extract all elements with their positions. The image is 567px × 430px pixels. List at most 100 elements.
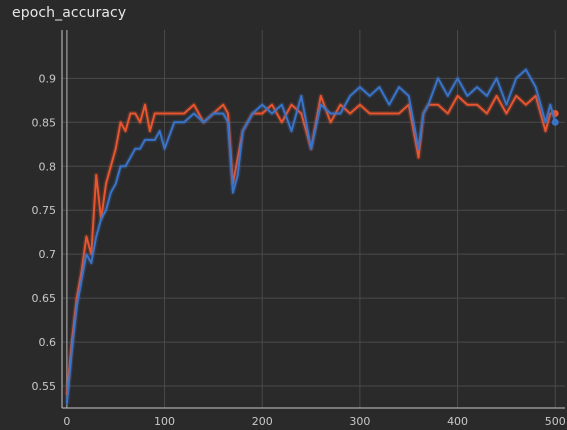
x-tick-label: 400 xyxy=(447,415,468,428)
series-0-point xyxy=(271,103,273,106)
series-1-point xyxy=(85,253,88,255)
x-tick-label: 200 xyxy=(252,415,273,428)
series-0-point xyxy=(85,235,88,238)
series-0-point xyxy=(95,174,97,176)
series-1-point xyxy=(129,156,132,159)
series-1-point xyxy=(90,262,93,264)
series-0-point xyxy=(124,130,127,132)
series-0-point xyxy=(129,112,132,115)
y-tick-label: 0.8 xyxy=(39,160,57,173)
series-0-point xyxy=(339,103,342,106)
series-0-point xyxy=(466,103,469,106)
series-1-point xyxy=(422,112,425,115)
series-1-point xyxy=(329,112,332,115)
series-0-point xyxy=(378,112,381,115)
series-1-point xyxy=(534,86,537,88)
series-1-point xyxy=(183,121,185,124)
series-0-point xyxy=(280,121,283,124)
series-1-point xyxy=(163,147,166,150)
series-0-point xyxy=(80,270,83,273)
series-0-point xyxy=(110,165,112,168)
series-0-point xyxy=(544,130,547,132)
series-1-point xyxy=(105,209,107,212)
x-tick-label: 100 xyxy=(154,415,175,428)
series-0-point xyxy=(222,103,224,106)
series-1-point xyxy=(227,121,229,124)
series-0-point xyxy=(505,112,508,115)
x-tick-label: 500 xyxy=(545,415,566,428)
series-1-point xyxy=(515,77,517,80)
series-0-point xyxy=(144,103,146,106)
series-1-point xyxy=(100,218,102,220)
series-1-point xyxy=(525,68,527,71)
series-1-point xyxy=(119,165,122,168)
series-0-point xyxy=(417,156,420,159)
series-1-point xyxy=(241,130,244,132)
series-0-point xyxy=(407,103,410,106)
series-1-point xyxy=(495,77,498,80)
series-1-point xyxy=(437,77,439,80)
series-0-point xyxy=(237,156,239,159)
series-1-point xyxy=(505,103,508,106)
series-0-point xyxy=(75,297,78,299)
series-1-point xyxy=(378,86,381,88)
series-1-point xyxy=(75,306,78,308)
series-0-point xyxy=(349,112,351,115)
y-tick-label: 0.85 xyxy=(32,116,57,129)
series-0-point xyxy=(495,95,498,97)
series-1-point xyxy=(398,86,400,88)
series-1-end-marker xyxy=(551,118,559,126)
y-tick-label: 0.9 xyxy=(39,72,57,85)
series-1-point xyxy=(222,112,224,115)
series-1-point xyxy=(149,139,151,141)
series-1-point xyxy=(407,95,410,97)
y-tick-label: 0.65 xyxy=(32,292,57,305)
series-1-point xyxy=(237,174,239,176)
y-tick-label: 0.6 xyxy=(39,336,57,349)
series-1-point xyxy=(124,165,127,168)
series-0-point xyxy=(525,103,527,106)
series-0-point xyxy=(90,253,93,255)
series-1-point xyxy=(290,130,293,132)
series-0-point xyxy=(398,112,400,115)
x-tick-label: 0 xyxy=(63,415,70,428)
series-1-point xyxy=(446,95,449,97)
series-1-point xyxy=(349,95,351,97)
series-1-point xyxy=(300,95,303,97)
series-0-point xyxy=(534,95,537,97)
series-0-point xyxy=(320,95,322,97)
series-0-point xyxy=(476,103,478,106)
series-1-point xyxy=(66,402,68,405)
series-0-point xyxy=(456,95,459,97)
series-1-point xyxy=(251,112,254,115)
series-1-point xyxy=(549,103,552,106)
series-0-point xyxy=(359,103,361,106)
series-1-point xyxy=(280,103,283,106)
series-0-point xyxy=(290,103,293,106)
series-1-point xyxy=(202,121,205,124)
series-0-point xyxy=(549,112,552,115)
series-0-point xyxy=(114,147,117,150)
series-1-point xyxy=(134,147,137,150)
series-0-point xyxy=(437,103,439,106)
series-1-point xyxy=(339,112,342,115)
series-1-point xyxy=(139,147,141,150)
series-1-point xyxy=(80,279,83,282)
series-0-point xyxy=(261,112,264,115)
series-1-point xyxy=(544,121,547,124)
y-tick-label: 0.7 xyxy=(39,248,57,261)
series-0-point xyxy=(163,112,166,115)
series-1-point xyxy=(153,139,156,141)
series-1-point xyxy=(456,77,459,80)
series-0-point xyxy=(153,112,156,115)
series-0-point xyxy=(300,112,303,115)
series-1-point xyxy=(476,86,478,88)
x-tick-label: 300 xyxy=(349,415,370,428)
series-0-point xyxy=(134,112,137,115)
series-1-point xyxy=(368,95,371,97)
series-0-point xyxy=(486,112,488,115)
series-0-point xyxy=(183,112,185,115)
series-1-point xyxy=(173,121,176,124)
y-tick-label: 0.55 xyxy=(32,380,57,393)
